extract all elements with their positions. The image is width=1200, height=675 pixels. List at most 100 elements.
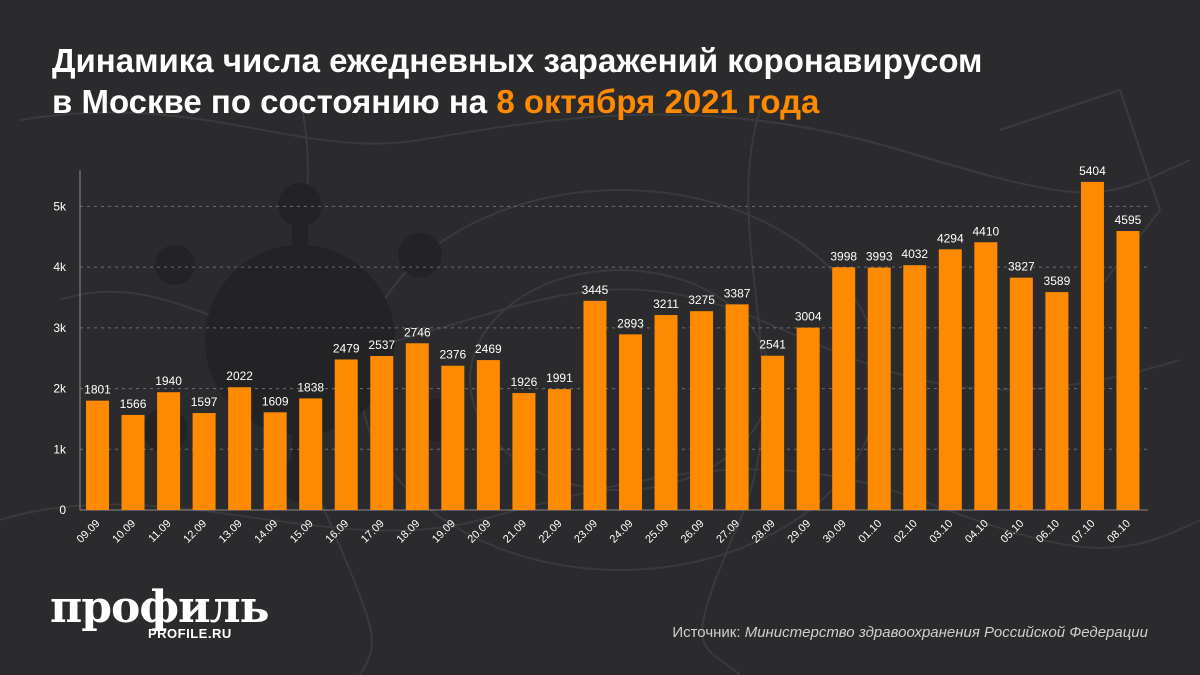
data-label: 2022 (226, 369, 253, 383)
data-label: 3993 (866, 250, 893, 264)
x-axis-ticks: 09.09 10.09 11.09 12.09 13.09 14.09 15.09 16.09… (75, 518, 1133, 546)
data-label: 4294 (937, 231, 964, 245)
data-label: 5404 (1079, 164, 1106, 178)
bar (832, 267, 856, 510)
data-label: 3211 (653, 297, 679, 311)
bar (547, 389, 571, 510)
x-tick-label: 25.09 (643, 518, 671, 546)
title-line-1: Динамика числа ежедневных заражений коро… (52, 42, 983, 79)
x-tick-label: 24.09 (608, 518, 636, 546)
x-tick-label: 19.09 (430, 518, 458, 546)
x-tick-label: 01.10 (856, 518, 884, 546)
x-tick-label: 17.09 (359, 518, 387, 546)
x-tick-label: 11.09 (146, 518, 173, 545)
x-tick-label: 20.09 (466, 518, 494, 546)
bar (974, 242, 998, 510)
bar (512, 393, 536, 510)
y-axis-ticks: 0 1k 2k 3k 4k 5k (53, 199, 67, 517)
data-label: 1609 (262, 394, 289, 408)
x-tick-label: 08.10 (1105, 518, 1133, 546)
x-tick-label: 21.09 (501, 518, 529, 546)
bar (334, 359, 358, 510)
bar (370, 355, 394, 510)
x-tick-label: 27.09 (714, 518, 742, 546)
bar (121, 414, 145, 510)
profile-logo: профиль (50, 582, 270, 633)
bar (476, 360, 500, 510)
bar (405, 343, 429, 510)
x-tick-label: 26.09 (679, 518, 707, 546)
y-tick-label: 1k (53, 442, 67, 456)
data-label: 1801 (84, 383, 111, 397)
data-label: 2537 (368, 338, 395, 352)
data-label: 2541 (759, 338, 786, 352)
bar (654, 315, 678, 510)
bar (867, 267, 891, 510)
data-label: 3275 (688, 293, 715, 307)
data-label: 1926 (511, 375, 538, 389)
bar (1080, 181, 1104, 510)
x-tick-label: 13.09 (217, 518, 245, 546)
bar (583, 300, 607, 510)
y-tick-label: 4k (53, 260, 67, 274)
data-label: 3387 (724, 286, 751, 300)
y-tick-label: 3k (53, 321, 67, 335)
data-label: 2376 (439, 348, 466, 362)
bar (690, 311, 714, 510)
x-tick-label: 10.09 (110, 518, 138, 546)
x-tick-label: 30.09 (821, 518, 849, 546)
title-date-highlight: 8 октября 2021 года (496, 83, 820, 120)
bar (228, 387, 252, 510)
bar (619, 334, 642, 510)
x-tick-label: 23.09 (572, 518, 600, 546)
x-tick-label: 16.09 (323, 518, 351, 546)
bar (1009, 277, 1033, 510)
bar (157, 392, 181, 510)
data-label: 3998 (830, 249, 857, 263)
source-credit: Источник: Министерство здравоохранения Р… (672, 624, 1148, 641)
bar (938, 249, 962, 511)
bar (761, 355, 785, 510)
data-label: 4032 (901, 247, 928, 261)
title-line-2: в Москве по состоянию на (52, 83, 488, 120)
x-tick-label: 18.09 (394, 518, 422, 546)
bar (725, 304, 749, 510)
x-tick-label: 02.10 (892, 518, 920, 546)
gridlines (80, 205, 1148, 450)
bar (299, 398, 323, 510)
data-label: 3445 (582, 283, 609, 297)
bar (796, 327, 820, 510)
source-value: Министерство здравоохранения Российской … (744, 624, 1148, 641)
bar (903, 265, 927, 510)
data-label: 2469 (475, 342, 502, 356)
x-tick-label: 12.09 (181, 518, 209, 546)
data-label: 1566 (120, 397, 147, 411)
x-tick-label: 04.10 (963, 518, 991, 546)
chart-title: Динамика числа ежедневных заражений коро… (52, 40, 1172, 122)
y-tick-label: 5k (53, 199, 67, 213)
x-tick-label: 07.10 (1070, 518, 1098, 546)
data-label: 2479 (333, 341, 360, 355)
data-label: 4595 (1115, 213, 1142, 227)
x-tick-label: 06.10 (1034, 518, 1062, 546)
x-tick-label: 15.09 (288, 518, 316, 546)
bar (1045, 292, 1069, 510)
data-label: 1940 (155, 374, 182, 388)
data-label: 3827 (1008, 260, 1035, 274)
x-tick-label: 14.09 (252, 518, 280, 546)
y-tick-label: 0 (59, 503, 66, 517)
data-label: 2746 (404, 325, 431, 339)
bar (86, 400, 109, 510)
x-tick-label: 09.09 (75, 518, 103, 546)
data-labels: 1801 1566 1940 1597 2022 1609 1838 2479 2537 2746… (84, 164, 1141, 411)
bar (192, 413, 216, 510)
x-tick-label: 05.10 (999, 518, 1027, 546)
bar (1116, 231, 1140, 510)
data-label: 2893 (617, 316, 644, 330)
x-tick-label: 22.09 (537, 518, 565, 546)
data-label: 3589 (1044, 274, 1071, 288)
profile-site: PROFILE.RU (148, 626, 232, 641)
data-label: 3004 (795, 310, 822, 324)
data-label: 1597 (191, 395, 218, 409)
